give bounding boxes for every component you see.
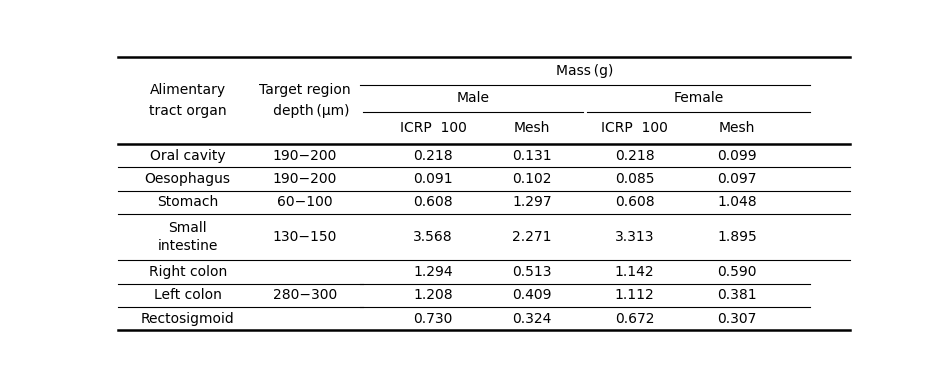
Text: Left colon: Left colon [154, 288, 222, 303]
Text: 0.590: 0.590 [716, 265, 756, 279]
Text: Right colon: Right colon [148, 265, 227, 279]
Text: 0.608: 0.608 [413, 195, 452, 209]
Text: 1.297: 1.297 [512, 195, 551, 209]
Text: Mesh: Mesh [718, 121, 754, 135]
Text: 0.102: 0.102 [512, 172, 551, 186]
Text: 0.099: 0.099 [716, 149, 756, 163]
Text: Target region
   depth (μm): Target region depth (μm) [259, 83, 350, 118]
Text: Small
intestine: Small intestine [158, 221, 218, 253]
Text: 0.608: 0.608 [614, 195, 653, 209]
Text: 0.324: 0.324 [512, 312, 551, 326]
Text: 0.091: 0.091 [413, 172, 452, 186]
Text: Male: Male [456, 91, 489, 106]
Text: 1.294: 1.294 [413, 265, 452, 279]
Text: 3.568: 3.568 [413, 230, 452, 244]
Text: Oral cavity: Oral cavity [150, 149, 226, 163]
Text: 0.730: 0.730 [413, 312, 452, 326]
Text: Oesophagus: Oesophagus [144, 172, 230, 186]
Text: 0.381: 0.381 [716, 288, 756, 303]
Text: 1.895: 1.895 [716, 230, 756, 244]
Text: 3.313: 3.313 [614, 230, 653, 244]
Text: 0.131: 0.131 [512, 149, 551, 163]
Text: 1.112: 1.112 [614, 288, 653, 303]
Text: 190−200: 190−200 [273, 172, 337, 186]
Text: Mass (g): Mass (g) [556, 64, 613, 78]
Text: ICRP  100: ICRP 100 [600, 121, 667, 135]
Text: 130−150: 130−150 [273, 230, 337, 244]
Text: Mesh: Mesh [514, 121, 549, 135]
Text: 60−100: 60−100 [277, 195, 332, 209]
Text: 190−200: 190−200 [273, 149, 337, 163]
Text: 280−300: 280−300 [273, 288, 337, 303]
Text: 1.048: 1.048 [716, 195, 756, 209]
Text: 0.409: 0.409 [512, 288, 551, 303]
Text: Stomach: Stomach [157, 195, 218, 209]
Text: Alimentary
tract organ: Alimentary tract organ [149, 83, 227, 118]
Text: 0.097: 0.097 [716, 172, 756, 186]
Text: Female: Female [673, 91, 723, 106]
Text: 0.513: 0.513 [512, 265, 551, 279]
Text: 2.271: 2.271 [512, 230, 551, 244]
Text: 0.218: 0.218 [614, 149, 653, 163]
Text: Rectosigmoid: Rectosigmoid [141, 312, 234, 326]
Text: 0.307: 0.307 [716, 312, 756, 326]
Text: 0.672: 0.672 [614, 312, 653, 326]
Text: 0.085: 0.085 [614, 172, 653, 186]
Text: 0.218: 0.218 [413, 149, 452, 163]
Text: ICRP  100: ICRP 100 [399, 121, 466, 135]
Text: 1.142: 1.142 [614, 265, 653, 279]
Text: 1.208: 1.208 [413, 288, 452, 303]
